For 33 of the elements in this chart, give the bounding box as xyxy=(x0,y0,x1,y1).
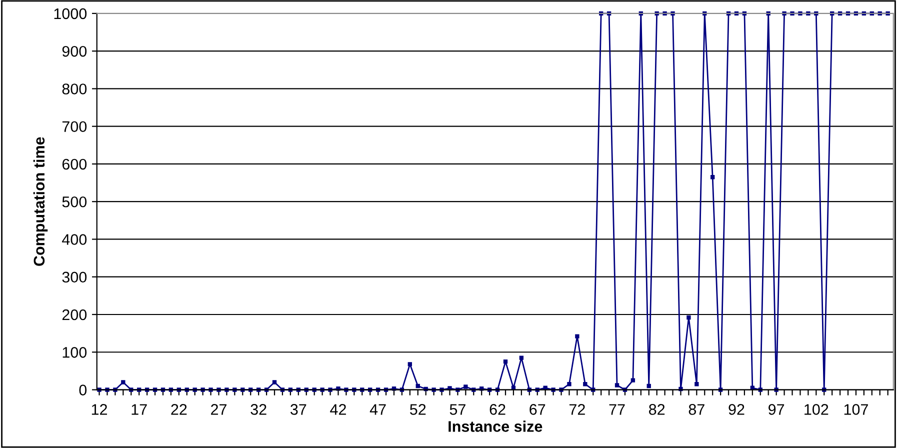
y-tick-label: 900 xyxy=(62,46,87,57)
y-tick-label: 0 xyxy=(79,384,87,396)
y-tick-label: 700 xyxy=(62,121,87,132)
x-tick-label: 37 xyxy=(290,404,306,415)
x-tick-label: 52 xyxy=(410,404,426,415)
x-tick-label: 62 xyxy=(490,404,506,415)
x-tick-label: 77 xyxy=(609,404,625,415)
x-tick-label: 57 xyxy=(450,404,466,415)
x-tick-label: 82 xyxy=(649,404,665,415)
x-tick-label: 32 xyxy=(250,404,266,415)
x-tick-label: 12 xyxy=(92,404,107,415)
y-tick-label: 500 xyxy=(62,196,87,208)
x-tick-label: 67 xyxy=(530,404,546,415)
x-tick-label: 42 xyxy=(330,404,346,415)
y-tick-label: 400 xyxy=(62,234,87,245)
y-tick-label: 100 xyxy=(62,346,87,358)
x-tick-label: 17 xyxy=(132,404,147,415)
y-tick-label: 200 xyxy=(62,309,87,320)
y-tick-label: 800 xyxy=(62,84,87,94)
x-tick-label: 87 xyxy=(688,404,704,415)
x-tick-label: 107 xyxy=(844,404,868,415)
x-tick-label: 72 xyxy=(569,404,585,415)
y-tick-label: 600 xyxy=(62,158,87,170)
y-tick-label: 300 xyxy=(62,272,87,283)
x-tick-label: 27 xyxy=(211,404,226,415)
x-tick-label: 92 xyxy=(728,404,744,415)
x-tick-label: 47 xyxy=(370,404,386,415)
x-tick-label: 22 xyxy=(171,404,187,415)
y-axis-title: Computation time xyxy=(33,137,48,266)
x-tick-label: 97 xyxy=(768,404,784,415)
x-axis-title: Instance size xyxy=(448,420,542,432)
x-tick-label: 102 xyxy=(804,404,828,415)
y-tick-label: 1000 xyxy=(54,8,87,20)
